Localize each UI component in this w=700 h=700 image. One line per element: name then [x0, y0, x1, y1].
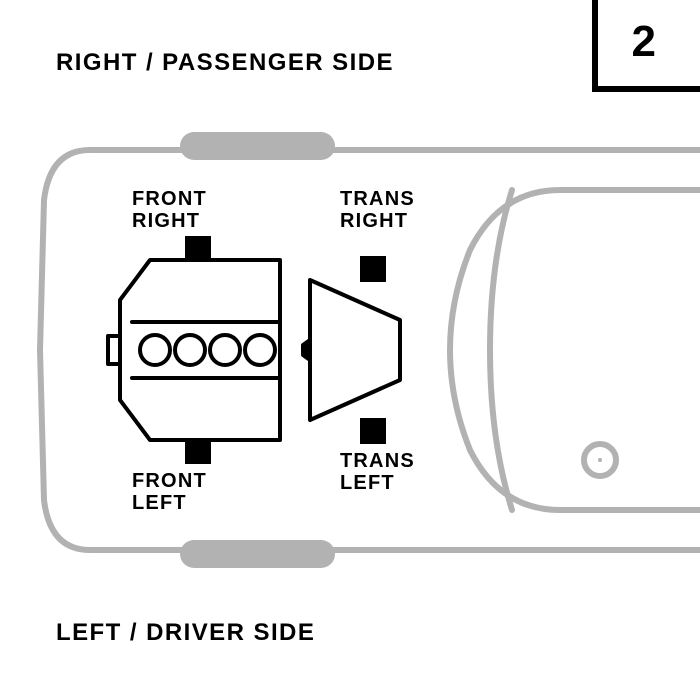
mount-trans-left	[360, 418, 386, 444]
label-right-side: RIGHT / PASSENGER SIDE	[56, 50, 394, 76]
engine-block	[108, 260, 280, 440]
mount-trans-right	[360, 256, 386, 282]
label-front-right: FRONT RIGHT	[132, 188, 207, 232]
mount-front-right	[185, 236, 211, 262]
mount-markers	[185, 236, 386, 464]
label-trans-right: TRANS RIGHT	[340, 188, 415, 232]
label-trans-left: TRANS LEFT	[340, 450, 415, 494]
diagram-canvas: RIGHT / PASSENGER SIDE LEFT / DRIVER SID…	[0, 0, 700, 700]
transmission	[303, 280, 400, 420]
label-front-left: FRONT LEFT	[132, 470, 207, 514]
mount-front-left	[185, 438, 211, 464]
label-left-side: LEFT / DRIVER SIDE	[56, 620, 315, 646]
diagram-svg	[0, 0, 700, 700]
page-number: 2	[595, 18, 695, 66]
